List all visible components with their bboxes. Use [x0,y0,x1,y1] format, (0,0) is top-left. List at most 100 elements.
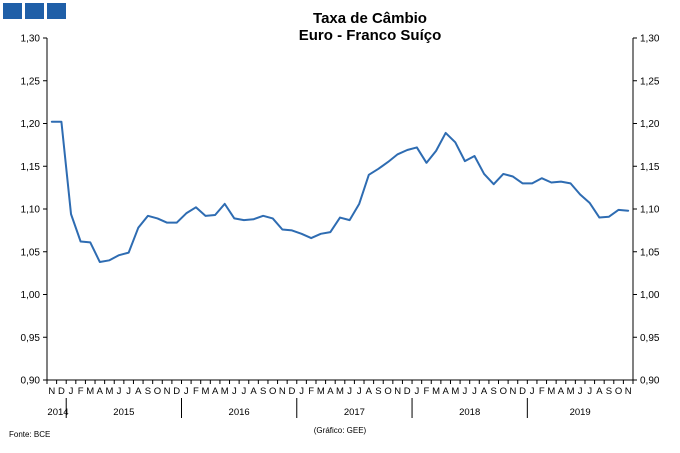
series-line [50,120,630,264]
x-month-label: J [242,386,247,397]
x-month-label: N [48,386,55,397]
source-note: Fonte: BCE [9,430,50,439]
year-label: 2014 [47,407,68,418]
x-month-label: J [357,386,362,397]
x-month-label: M [221,386,229,397]
x-month-label: N [509,386,516,397]
x-month-label: J [463,386,468,397]
x-month-label: N [164,386,171,397]
y-tick-label-left: 1,10 [21,205,41,216]
y-tick-label-right: 1,10 [640,205,660,216]
x-axis-year-labels: 2014 2015 2016 2017 2018 2019 [47,398,591,418]
x-month-label: A [366,386,373,397]
x-month-label: S [375,386,381,397]
x-month-label: J [184,386,189,397]
axes [46,38,634,381]
x-month-label: J [587,386,592,397]
brand-square-2 [25,3,44,19]
x-month-label: A [327,386,334,397]
x-month-label: J [530,386,535,397]
x-month-label: D [58,386,65,397]
x-month-label: O [615,386,622,397]
brand-logo [3,3,66,19]
x-month-label: J [347,386,352,397]
y-tick-label-left: 1,20 [21,119,41,130]
x-month-label: O [384,386,391,397]
x-month-label: S [145,386,151,397]
x-month-label: F [424,386,430,397]
x-month-label: S [491,386,497,397]
x-month-label: J [578,386,583,397]
x-month-label: D [289,386,296,397]
year-label: 2018 [459,407,480,418]
x-month-label: M [567,386,575,397]
x-month-label: F [78,386,84,397]
brand-square-1 [3,3,22,19]
x-month-label: M [432,386,440,397]
y-tick-label-left: 1,05 [21,247,41,258]
x-month-label: A [558,386,565,397]
x-month-label: M [105,386,113,397]
x-month-label: A [596,386,603,397]
x-month-label: O [500,386,507,397]
credit-note: (Gráfico: GEE) [314,426,367,435]
x-month-label: J [126,386,131,397]
y-tick-label-left: 1,30 [21,34,41,45]
x-month-label: M [86,386,94,397]
x-month-label: J [232,386,237,397]
x-month-label: N [625,386,632,397]
x-month-label: A [135,386,142,397]
x-month-label: S [606,386,612,397]
y-tick-label-right: 1,25 [640,76,660,87]
x-month-label: J [117,386,122,397]
year-label: 2015 [113,407,134,418]
x-month-label: F [539,386,545,397]
x-month-label: A [443,386,450,397]
x-month-label: F [193,386,199,397]
series-group [50,120,630,264]
brand-square-3 [47,3,66,19]
x-month-label: A [250,386,257,397]
y-tick-label-right: 1,05 [640,247,660,258]
x-month-label: F [308,386,314,397]
x-month-label: D [404,386,411,397]
y-axis-right-ticks: 0,90 0,95 1,00 1,05 1,10 1,15 1,20 1,25 1,30 [633,34,660,387]
x-month-label: O [269,386,276,397]
x-month-label: D [519,386,526,397]
y-tick-label-left: 1,00 [21,290,41,301]
x-month-label: O [154,386,161,397]
x-month-label: J [414,386,419,397]
y-axis-left-ticks: 0,90 0,95 1,00 1,05 1,10 1,15 1,20 1,25 1,30 [21,34,47,387]
x-month-label: A [97,386,104,397]
y-tick-label-right: 1,00 [640,290,660,301]
x-month-label: J [69,386,74,397]
chart-subtitle: Euro - Franco Suíço [299,27,442,44]
y-tick-label-right: 0,95 [640,333,660,344]
x-month-label: A [212,386,219,397]
y-tick-label-right: 1,15 [640,162,660,173]
x-month-label: A [481,386,488,397]
x-month-label: M [451,386,459,397]
x-month-label: N [394,386,401,397]
x-month-label: J [472,386,477,397]
x-month-label: M [547,386,555,397]
year-label: 2016 [229,407,250,418]
y-tick-label-right: 1,20 [640,119,660,130]
x-month-label: J [299,386,304,397]
year-label: 2017 [344,407,365,418]
y-tick-label-left: 1,25 [21,76,41,87]
y-tick-label-right: 0,90 [640,376,660,387]
y-tick-label-left: 0,90 [21,376,41,387]
x-month-label: N [279,386,286,397]
x-month-label: M [202,386,210,397]
x-month-label: D [173,386,180,397]
x-month-label: M [317,386,325,397]
x-month-label: M [336,386,344,397]
y-tick-label-left: 1,15 [21,162,41,173]
year-label: 2019 [570,407,591,418]
x-month-label: S [260,386,266,397]
y-tick-label-right: 1,30 [640,34,660,45]
